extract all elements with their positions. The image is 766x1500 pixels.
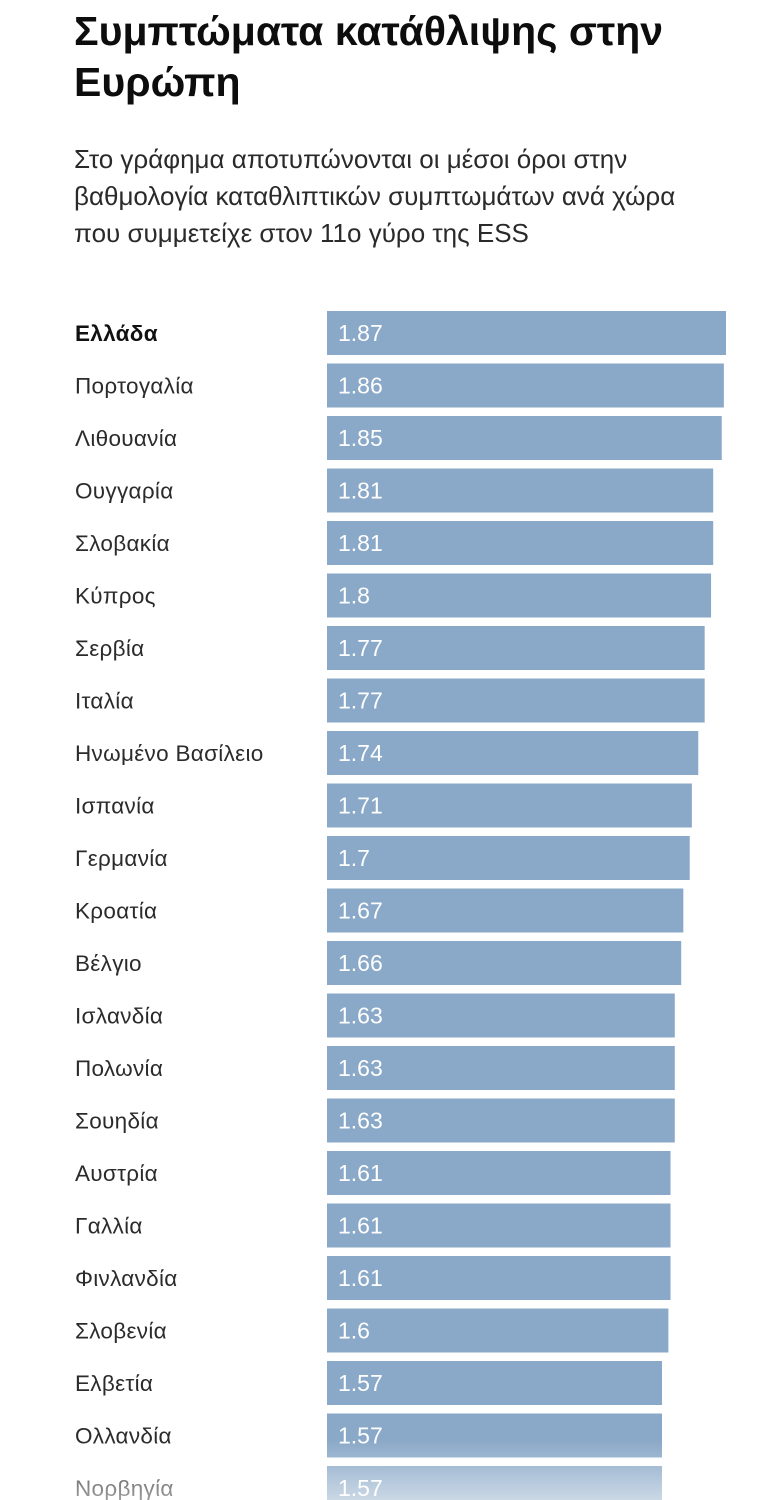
category-label: Σλοβακία — [75, 531, 170, 556]
bar — [327, 311, 726, 355]
bar — [327, 941, 682, 985]
category-label: Ουγγαρία — [75, 479, 174, 504]
category-label: Βέλγιο — [75, 951, 142, 976]
value-label: 1.61 — [338, 1213, 383, 1239]
category-label: Γαλλία — [75, 1214, 143, 1239]
chart-title: Συμπτώματα κατάθλιψης στην Ευρώπη — [74, 8, 664, 105]
category-label: Ηνωμένο Βασίλειο — [75, 741, 264, 766]
value-label: 1.63 — [338, 1055, 383, 1081]
bar — [327, 1151, 671, 1195]
category-label: Ισπανία — [75, 794, 155, 819]
category-label: Κροατία — [75, 899, 157, 924]
value-label: 1.71 — [338, 793, 383, 819]
value-label: 1.57 — [338, 1423, 383, 1449]
category-label: Πολωνία — [75, 1056, 163, 1081]
bar — [327, 1203, 671, 1248]
value-label: 1.57 — [338, 1370, 383, 1396]
bar — [327, 993, 675, 1038]
bar — [327, 521, 714, 565]
category-label: Σερβία — [75, 636, 145, 661]
value-label: 1.81 — [338, 530, 383, 556]
value-label: 1.6 — [338, 1318, 370, 1344]
bar — [327, 626, 705, 670]
category-label: Γερμανία — [75, 846, 168, 871]
value-label: 1.57 — [338, 1475, 383, 1500]
category-label: Νορβηγία — [75, 1476, 174, 1500]
value-label: 1.67 — [338, 898, 383, 924]
value-label: 1.87 — [338, 320, 383, 346]
bar — [327, 731, 699, 775]
value-label: 1.8 — [338, 583, 370, 609]
category-label: Ελβετία — [75, 1371, 153, 1396]
value-label: 1.86 — [338, 373, 383, 399]
value-label: 1.63 — [338, 1108, 383, 1134]
bar — [327, 1256, 671, 1300]
category-label: Ιταλία — [75, 689, 134, 714]
category-label: Κύπρος — [75, 584, 156, 609]
category-label: Σουηδία — [75, 1109, 159, 1134]
value-label: 1.74 — [338, 740, 383, 766]
category-label: Αυστρία — [75, 1161, 158, 1186]
value-label: 1.66 — [338, 950, 383, 976]
bar — [327, 678, 705, 723]
bar — [327, 1046, 675, 1090]
value-label: 1.61 — [338, 1160, 383, 1186]
bar — [327, 1308, 669, 1353]
bar — [327, 416, 722, 460]
value-label: 1.63 — [338, 1003, 383, 1029]
bar — [327, 468, 714, 513]
bar — [327, 573, 712, 618]
bar — [327, 783, 692, 828]
value-label: 1.61 — [338, 1265, 383, 1291]
category-label: Σλοβενία — [75, 1319, 167, 1344]
bar — [327, 836, 690, 880]
bar — [327, 1361, 662, 1405]
chart-subtitle: Στο γράφημα αποτυπώνονται οι μέσοι όροι … — [74, 144, 676, 248]
category-label: Λιθουανία — [75, 426, 177, 451]
category-label: Ελλάδα — [75, 321, 158, 346]
bar — [327, 888, 684, 933]
value-label: 1.85 — [338, 425, 383, 451]
category-label: Ολλανδία — [75, 1424, 172, 1449]
category-label: Φινλανδία — [75, 1266, 178, 1291]
bar — [327, 363, 724, 408]
value-label: 1.77 — [338, 688, 383, 714]
value-label: 1.81 — [338, 478, 383, 504]
value-label: 1.77 — [338, 635, 383, 661]
category-label: Πορτογαλία — [75, 374, 194, 399]
bar — [327, 1098, 675, 1143]
category-label: Ισλανδία — [75, 1004, 163, 1029]
value-label: 1.7 — [338, 845, 370, 871]
